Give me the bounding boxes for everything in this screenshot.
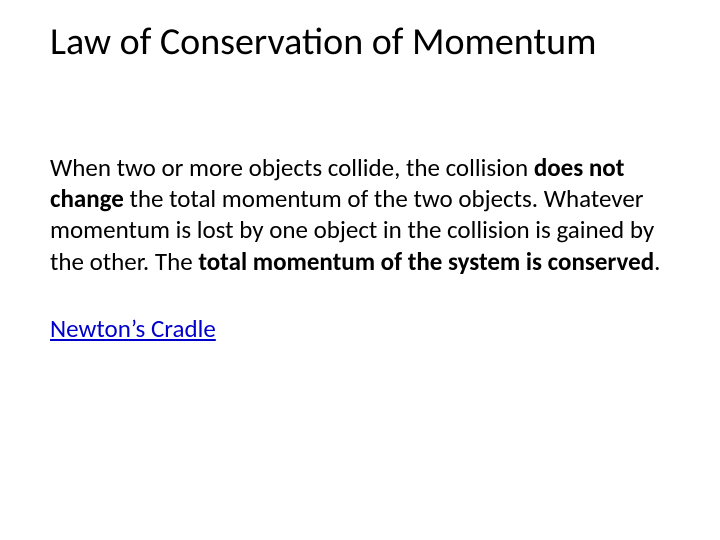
newtons-cradle-link[interactable]: Newton’s Cradle: [50, 313, 216, 344]
body-segment: When two or more objects collide, the co…: [50, 152, 534, 183]
slide-body: When two or more objects collide, the co…: [50, 152, 670, 277]
body-bold-segment: total momentum of the system is conserve…: [198, 246, 654, 277]
slide-title: Law of Conservation of Momentum: [50, 22, 670, 64]
slide: Law of Conservation of Momentum When two…: [0, 0, 720, 540]
body-segment: .: [654, 246, 660, 277]
